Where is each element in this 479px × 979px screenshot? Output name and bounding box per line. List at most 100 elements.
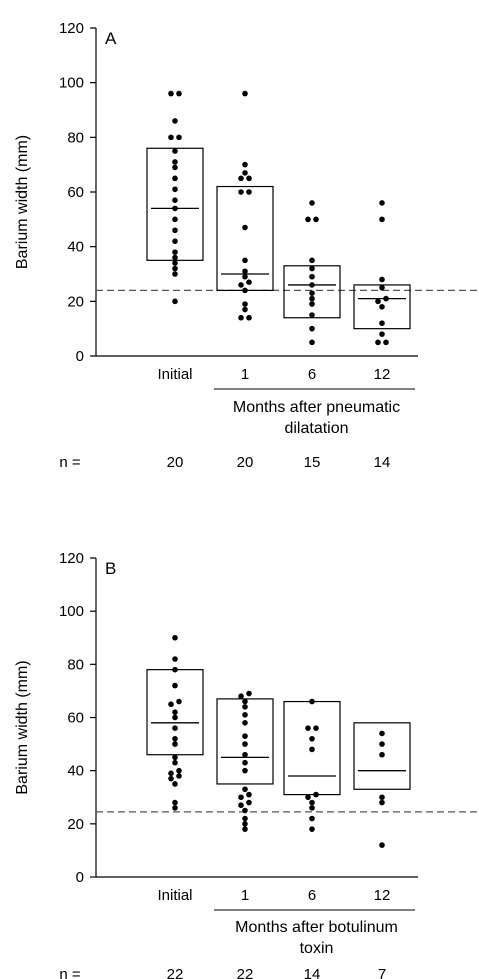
data-point <box>238 802 244 809</box>
data-point <box>305 216 311 223</box>
data-point <box>379 276 385 283</box>
y-tick-label: 0 <box>76 348 84 365</box>
data-point <box>309 301 315 307</box>
data-point <box>172 805 178 811</box>
data-point <box>242 807 248 814</box>
panel-label: B <box>105 559 116 578</box>
n-value: 22 <box>167 966 184 979</box>
data-point <box>246 189 252 195</box>
iqr-box <box>353 722 411 790</box>
data-point <box>242 268 248 275</box>
data-point <box>313 791 319 798</box>
y-tick-label: 40 <box>67 763 84 780</box>
data-point <box>172 271 178 277</box>
data-point <box>242 224 248 231</box>
data-point <box>172 634 178 641</box>
data-point <box>242 170 248 176</box>
data-point <box>305 725 311 731</box>
data-point <box>242 698 248 705</box>
data-point <box>238 693 244 700</box>
data-point <box>313 725 319 731</box>
data-point <box>172 781 178 787</box>
data-point <box>242 273 248 280</box>
data-point <box>246 799 252 806</box>
data-point <box>309 295 315 302</box>
data-point <box>172 164 178 171</box>
y-tick-label: 80 <box>67 129 84 146</box>
data-point <box>176 773 182 779</box>
y-tick-label: 120 <box>59 550 84 567</box>
data-point <box>172 754 178 761</box>
data-point <box>375 298 381 305</box>
data-point <box>172 725 178 731</box>
data-point <box>176 134 182 141</box>
data-point <box>172 227 178 234</box>
data-point <box>309 273 315 280</box>
data-point <box>309 805 315 811</box>
data-point <box>242 826 248 832</box>
data-point <box>383 339 389 346</box>
y-tick-label: 100 <box>59 603 84 620</box>
data-point <box>238 189 244 195</box>
x-tick-label: Initial <box>157 366 192 383</box>
x-axis-label-line1: Months after botulinum <box>235 919 398 936</box>
data-point <box>172 799 178 806</box>
x-axis-label-line1: Months after pneumatic <box>233 399 400 416</box>
data-point <box>309 265 315 272</box>
data-point <box>242 257 248 264</box>
data-point <box>172 197 178 203</box>
data-point <box>246 791 252 798</box>
data-point <box>168 701 174 708</box>
data-point <box>172 709 178 715</box>
data-point <box>172 205 178 212</box>
data-point <box>379 842 385 848</box>
data-point <box>242 90 248 97</box>
data-point <box>172 254 178 261</box>
data-point <box>242 712 248 718</box>
x-tick-label: 12 <box>374 887 391 904</box>
data-point <box>172 148 178 154</box>
data-point <box>238 175 244 182</box>
n-value: 22 <box>237 966 254 979</box>
data-point <box>379 200 385 206</box>
data-point <box>172 666 178 673</box>
n-value: 20 <box>237 454 254 471</box>
y-tick-label: 100 <box>59 75 84 92</box>
x-tick-label: 1 <box>241 887 249 904</box>
data-point <box>172 682 178 689</box>
data-point <box>242 821 248 827</box>
n-label: n = <box>59 454 81 471</box>
data-point <box>379 331 385 337</box>
y-tick-label: 60 <box>67 184 84 201</box>
data-point <box>242 733 248 739</box>
data-point <box>242 301 248 307</box>
x-axis-label-line2: toxin <box>300 940 334 957</box>
data-point <box>309 815 315 822</box>
data-point <box>172 249 178 255</box>
data-point <box>172 175 178 182</box>
data-point <box>242 720 248 726</box>
n-value: 7 <box>378 966 386 979</box>
data-point <box>246 279 252 286</box>
data-point <box>242 161 248 168</box>
y-tick-label: 20 <box>67 816 84 833</box>
data-point <box>172 186 178 193</box>
data-point <box>309 257 315 264</box>
data-point <box>242 786 248 793</box>
data-point <box>379 799 385 806</box>
x-tick-label: 1 <box>241 366 249 383</box>
data-point <box>172 238 178 244</box>
data-point <box>305 794 311 801</box>
data-point <box>238 794 244 801</box>
data-point <box>172 260 178 266</box>
data-point <box>379 216 385 223</box>
data-point <box>313 216 319 223</box>
data-point <box>379 730 385 737</box>
data-point <box>379 794 385 801</box>
data-point <box>172 741 178 747</box>
data-point <box>309 746 315 753</box>
data-point <box>176 698 182 705</box>
data-point <box>379 320 385 327</box>
data-point <box>383 295 389 302</box>
